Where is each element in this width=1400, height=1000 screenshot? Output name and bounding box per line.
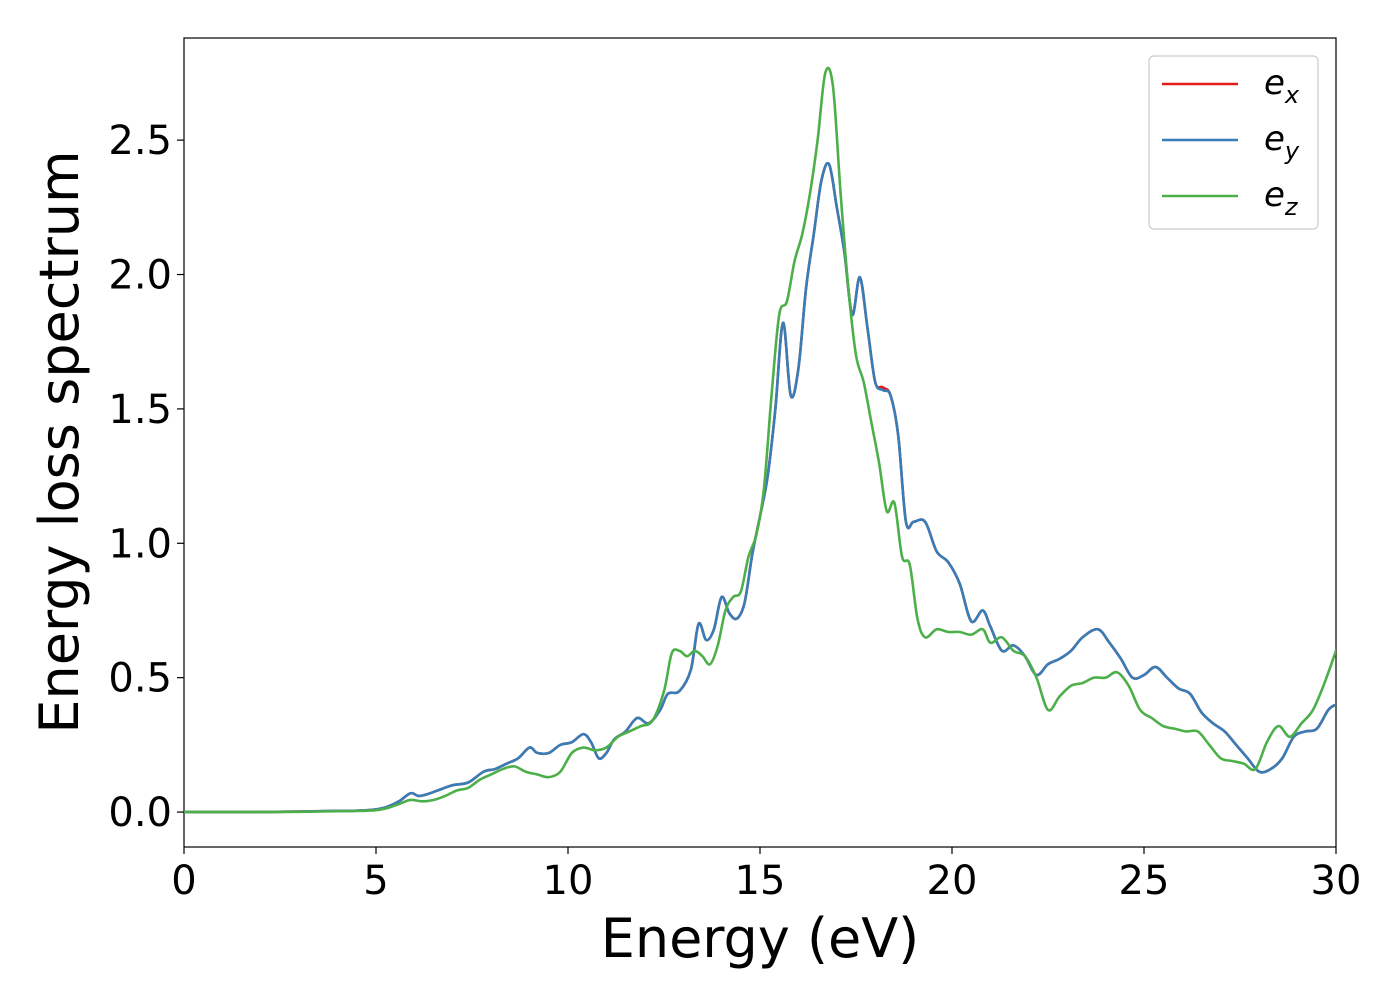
x-tick-label: 10 xyxy=(543,858,594,904)
x-tick-label: 30 xyxy=(1311,858,1362,904)
x-axis-ticks: 0 5 10 15 20 25 30 xyxy=(171,847,1361,904)
legend-label-sub: y xyxy=(1284,137,1300,165)
x-tick-label: 5 xyxy=(363,858,388,904)
y-tick-label: 0.0 xyxy=(108,790,172,836)
x-axis-title: Energy (eV) xyxy=(601,907,920,970)
y-tick-label: 0.5 xyxy=(108,656,172,702)
y-tick-label: 1.5 xyxy=(108,387,172,433)
legend-label-main: e xyxy=(1264,63,1285,103)
y-axis-ticks: 0.0 0.5 1.0 1.5 2.0 2.5 xyxy=(108,118,184,836)
legend-label-sub: z xyxy=(1284,193,1299,221)
x-tick-label: 0 xyxy=(171,858,196,904)
legend-label-main: e xyxy=(1264,175,1285,215)
y-tick-label: 2.0 xyxy=(108,253,172,299)
series-line-e-z xyxy=(184,66,1336,814)
x-tick-label: 15 xyxy=(735,858,786,904)
x-tick-label: 20 xyxy=(927,858,978,904)
legend-label-main: e xyxy=(1264,119,1285,159)
y-axis-title: Energy loss spectrum xyxy=(28,150,91,733)
legend-label-e-y: ey xyxy=(1264,119,1300,165)
legend-box xyxy=(1148,55,1319,230)
series-line-e-y xyxy=(184,161,1336,814)
y-tick-label: 2.5 xyxy=(108,118,172,164)
series-lines xyxy=(184,66,1336,814)
y-tick-label: 1.0 xyxy=(108,521,172,567)
x-tick-label: 25 xyxy=(1119,858,1170,904)
legend-label-e-x: ex xyxy=(1264,63,1300,109)
legend-label-sub: x xyxy=(1284,81,1300,109)
legend-label-e-z: ez xyxy=(1264,175,1299,221)
